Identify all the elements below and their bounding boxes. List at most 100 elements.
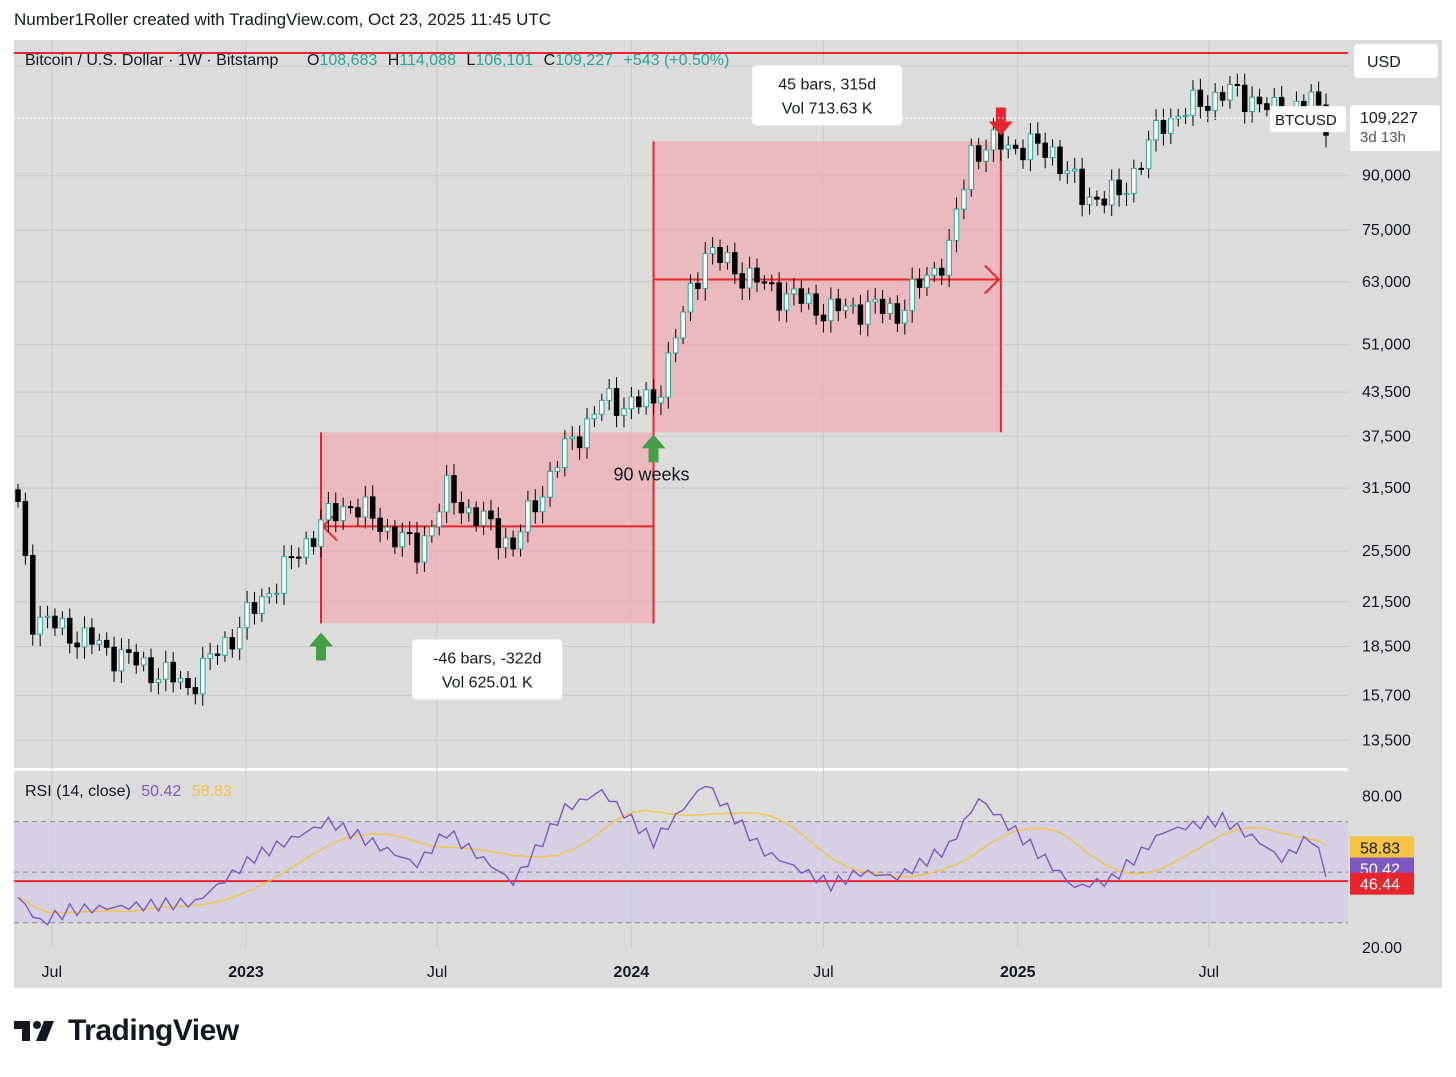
candle: [539, 485, 546, 524]
candle: [318, 509, 324, 558]
price-tick-label: 63,000: [1362, 274, 1411, 291]
candle-body-down: [30, 554, 36, 635]
candle: [576, 425, 583, 460]
candle-body-up: [1005, 144, 1011, 150]
candle-body-up: [163, 661, 169, 680]
change-value: +543 (+0.50%): [623, 52, 729, 69]
candle: [1108, 169, 1115, 217]
open-label: O: [307, 52, 319, 69]
candle: [96, 633, 103, 652]
candle: [1234, 73, 1241, 97]
candle-body-up: [244, 602, 250, 629]
candle: [340, 497, 346, 530]
candle-body-up: [177, 678, 184, 683]
candle: [140, 651, 147, 672]
candle-body-down: [613, 388, 620, 416]
candle: [1264, 97, 1270, 117]
candle: [562, 430, 568, 477]
candle: [1197, 78, 1204, 119]
candle: [613, 377, 620, 428]
candle-body-up: [983, 149, 989, 162]
candle-body-down: [739, 273, 745, 289]
candle-body-up: [672, 337, 679, 354]
candle-body-up: [805, 293, 812, 304]
candle-body-down: [510, 537, 516, 550]
candle: [214, 644, 221, 665]
candle: [961, 179, 967, 220]
measure-box: [320, 432, 654, 624]
candle: [59, 611, 66, 636]
candle-body-down: [1101, 198, 1108, 206]
currency-button[interactable]: USD: [1367, 54, 1401, 71]
candle-body-up: [266, 593, 273, 598]
candle: [931, 261, 938, 283]
candle: [488, 499, 494, 531]
candle-body-up: [680, 311, 686, 339]
candle-body-down: [650, 389, 657, 404]
candle-body-up: [421, 535, 428, 563]
candle: [621, 397, 627, 428]
candle-body-down: [1138, 167, 1145, 170]
time-axis-label: Jul: [1199, 964, 1219, 981]
candle: [236, 616, 243, 661]
candle: [502, 527, 509, 559]
candle: [495, 507, 502, 560]
candle: [968, 138, 975, 197]
candle: [1064, 161, 1071, 184]
candle-body-up: [399, 532, 406, 548]
candle: [761, 275, 768, 290]
candle-body-up: [621, 408, 627, 416]
candle-body-down: [695, 282, 701, 289]
candle-body-up: [547, 470, 553, 498]
sell-arrow-down-icon: [988, 107, 1013, 136]
candle: [163, 650, 169, 692]
candle: [1123, 182, 1130, 206]
candle-body-up: [1145, 139, 1152, 170]
candle: [924, 266, 930, 296]
duration-label: 90 weeks: [614, 464, 690, 484]
close-value: 109,227: [555, 52, 613, 69]
candle: [665, 341, 672, 409]
candle: [355, 498, 361, 527]
candle: [672, 328, 679, 363]
candle-body-up: [118, 649, 125, 672]
candle-body-up: [554, 467, 561, 472]
candle: [525, 490, 531, 543]
candle: [850, 297, 856, 314]
candle: [938, 258, 945, 286]
candle-body-up: [968, 145, 975, 190]
candle-body-up: [443, 475, 450, 513]
candle-body-up: [791, 288, 797, 295]
candle-body-down: [15, 489, 21, 502]
rsi-title: RSI (14, close): [25, 783, 131, 800]
candle: [702, 241, 709, 301]
candle: [887, 297, 893, 320]
candle: [902, 299, 908, 335]
buy-arrow-up-icon: [641, 434, 666, 463]
candle: [1241, 73, 1248, 124]
candle: [842, 298, 849, 319]
candle: [451, 463, 457, 515]
rsi-legend-value: 50.42: [141, 783, 181, 800]
high-label: H: [388, 52, 400, 69]
candle-body-up: [591, 413, 598, 420]
candle: [1153, 109, 1159, 152]
candle-body-down: [126, 649, 132, 653]
candle-body-up: [946, 239, 952, 276]
candle-body-up: [466, 507, 472, 514]
candle-body-down: [769, 282, 775, 285]
candle: [362, 485, 369, 529]
candle-body-down: [52, 615, 58, 629]
candle-body-down: [347, 506, 354, 509]
candle: [384, 519, 391, 540]
candle: [1227, 75, 1233, 109]
candle: [111, 636, 117, 682]
box2-callout-bars: 45 bars, 315d: [778, 76, 876, 93]
candle-body-up: [517, 531, 524, 550]
price-axis-background: [1348, 40, 1442, 988]
currency-button-bg[interactable]: [1354, 44, 1438, 78]
candle: [894, 295, 901, 332]
candle-body-up: [746, 267, 753, 289]
